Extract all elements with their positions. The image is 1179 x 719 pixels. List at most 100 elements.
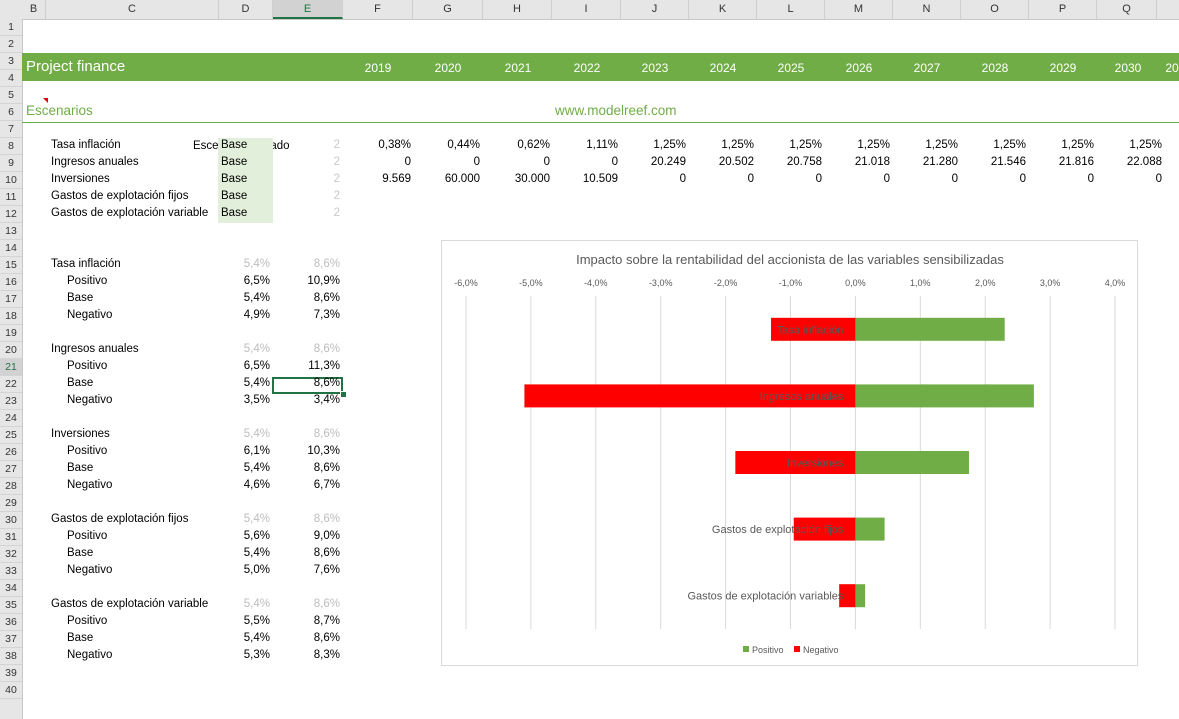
- scenario-select-value[interactable]: Base: [221, 207, 248, 219]
- scenario-select-value[interactable]: Base: [221, 173, 248, 185]
- row-header-12[interactable]: 12: [0, 206, 22, 223]
- x-tick-label: -5,0%: [519, 278, 543, 288]
- row-header-39[interactable]: 39: [0, 665, 22, 682]
- scenario-input-cell[interactable]: [218, 155, 273, 172]
- row-header-11[interactable]: 11: [0, 189, 22, 206]
- scenario-input-cell[interactable]: [218, 138, 273, 155]
- x-tick-label: -1,0%: [779, 278, 803, 288]
- scenario-input-cell[interactable]: [218, 172, 273, 189]
- row-header-4[interactable]: 4: [0, 70, 22, 87]
- row-header-15[interactable]: 15: [0, 257, 22, 274]
- column-header-g[interactable]: G: [413, 0, 483, 19]
- column-header-j[interactable]: J: [621, 0, 689, 19]
- row-header-21[interactable]: 21: [0, 359, 22, 376]
- sensitivity-title: Ingresos anuales: [51, 343, 139, 355]
- row-header-13[interactable]: 13: [0, 223, 22, 240]
- row-header-9[interactable]: 9: [0, 155, 22, 172]
- scenario-year-value: 1,25%: [1061, 139, 1094, 151]
- column-header-c[interactable]: C: [46, 0, 219, 19]
- row-header-33[interactable]: 33: [0, 563, 22, 580]
- tornado-chart[interactable]: Impacto sobre la rentabilidad del accion…: [441, 240, 1138, 666]
- fill-handle[interactable]: [340, 391, 347, 398]
- row-header-20[interactable]: 20: [0, 342, 22, 359]
- row-header-8[interactable]: 8: [0, 138, 22, 155]
- row-header-10[interactable]: 10: [0, 172, 22, 189]
- sensitivity-value-e: 3,4%: [313, 394, 340, 406]
- website-link[interactable]: www.modelreef.com: [555, 103, 677, 118]
- column-header-k[interactable]: K: [689, 0, 757, 19]
- row-header-26[interactable]: 26: [0, 444, 22, 461]
- column-header-d[interactable]: D: [219, 0, 273, 19]
- sensitivity-value-d: 3,5%: [243, 394, 270, 406]
- chart-svg: Impacto sobre la rentabilidad del accion…: [454, 252, 1125, 655]
- column-header-h[interactable]: H: [483, 0, 552, 19]
- row-header-38[interactable]: 38: [0, 648, 22, 665]
- row-header-34[interactable]: 34: [0, 580, 22, 597]
- row-header-36[interactable]: 36: [0, 614, 22, 631]
- column-header-f[interactable]: F: [343, 0, 413, 19]
- column-header-l[interactable]: L: [757, 0, 825, 19]
- row-header-30[interactable]: 30: [0, 512, 22, 529]
- row-header-27[interactable]: 27: [0, 461, 22, 478]
- column-header-m[interactable]: M: [825, 0, 893, 19]
- comment-indicator-icon[interactable]: [43, 98, 48, 103]
- column-header-o[interactable]: O: [961, 0, 1029, 19]
- scenario-select-value[interactable]: Base: [221, 139, 248, 151]
- row-header-1[interactable]: 1: [0, 19, 22, 36]
- row-header-40[interactable]: 40: [0, 682, 22, 699]
- row-header-2[interactable]: 2: [0, 36, 22, 53]
- scenario-input-cell[interactable]: [218, 189, 273, 206]
- year-label: 2030: [1114, 61, 1142, 75]
- row-header-24[interactable]: 24: [0, 410, 22, 427]
- row-header-16[interactable]: 16: [0, 274, 22, 291]
- column-header-b[interactable]: B: [22, 0, 46, 19]
- row-header-22[interactable]: 22: [0, 376, 22, 393]
- x-tick-label: -4,0%: [584, 278, 608, 288]
- bar-positivo[interactable]: [855, 584, 866, 608]
- row-header-19[interactable]: 19: [0, 325, 22, 342]
- row-header-5[interactable]: 5: [0, 87, 22, 104]
- sensitivity-case-label: Negativo: [67, 564, 113, 576]
- row-header-3[interactable]: 3: [0, 53, 22, 70]
- bar-positivo[interactable]: [855, 517, 885, 541]
- selected-cell[interactable]: [272, 377, 343, 394]
- scenario-select-value[interactable]: Base: [221, 190, 248, 202]
- scenario-year-value: 0: [404, 156, 411, 168]
- row-header-31[interactable]: 31: [0, 529, 22, 546]
- bar-negativo[interactable]: [839, 584, 856, 608]
- sensitivity-ref-e: 8,6%: [313, 428, 340, 440]
- row-header-25[interactable]: 25: [0, 427, 22, 444]
- column-header-q[interactable]: Q: [1097, 0, 1157, 19]
- bar-negativo[interactable]: [735, 451, 856, 474]
- column-header-i[interactable]: I: [552, 0, 621, 19]
- row-header-14[interactable]: 14: [0, 240, 22, 257]
- row-header-18[interactable]: 18: [0, 308, 22, 325]
- sensitivity-case-label: Positivo: [67, 445, 108, 457]
- row-header-7[interactable]: 7: [0, 121, 22, 138]
- sensitivity-case-label: Negativo: [67, 309, 113, 321]
- bar-negativo[interactable]: [524, 384, 856, 408]
- bar-negativo[interactable]: [771, 317, 856, 341]
- row-header-29[interactable]: 29: [0, 495, 22, 512]
- column-header-n[interactable]: N: [893, 0, 961, 19]
- column-header-p[interactable]: P: [1029, 0, 1097, 19]
- bar-negativo[interactable]: [793, 517, 856, 541]
- bar-positivo[interactable]: [855, 451, 969, 474]
- sensitivity-case-label: Base: [67, 292, 94, 304]
- row-header-32[interactable]: 32: [0, 546, 22, 563]
- row-header-37[interactable]: 37: [0, 631, 22, 648]
- row-header-28[interactable]: 28: [0, 478, 22, 495]
- sensitivity-case-label: Base: [67, 632, 94, 644]
- column-header-e[interactable]: E: [273, 0, 343, 19]
- row-header-35[interactable]: 35: [0, 597, 22, 614]
- scenario-select-value[interactable]: Base: [221, 156, 248, 168]
- row-header-23[interactable]: 23: [0, 393, 22, 410]
- scenario-year-value: 0: [1019, 173, 1026, 185]
- scenario-year-value: 0: [473, 156, 480, 168]
- row-header-17[interactable]: 17: [0, 291, 22, 308]
- scenario-input-cell[interactable]: [218, 206, 273, 223]
- bar-positivo[interactable]: [855, 317, 1005, 341]
- bar-positivo[interactable]: [855, 384, 1034, 408]
- row-header-6[interactable]: 6: [0, 104, 22, 121]
